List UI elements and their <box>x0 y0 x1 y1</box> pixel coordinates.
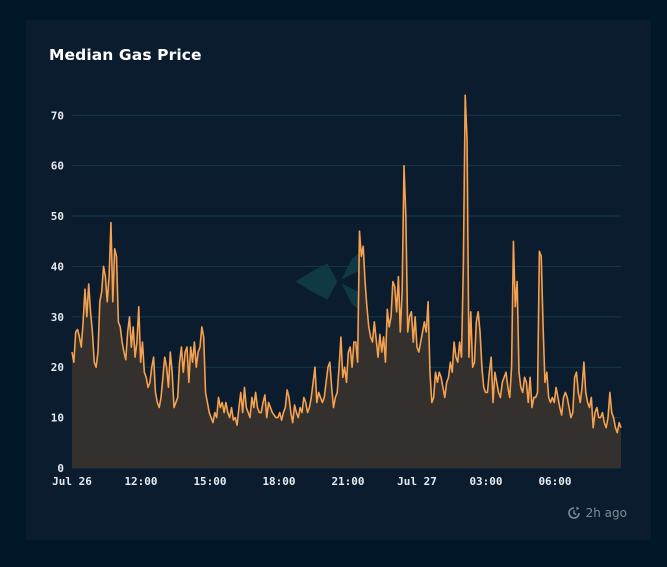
x-tick-label: 21:00 <box>331 475 364 488</box>
chart-title: Median Gas Price <box>49 46 202 64</box>
updated-text: 2h ago <box>585 506 627 520</box>
y-tick-label: 10 <box>51 412 64 425</box>
x-tick-label: Jul 27 <box>397 475 437 488</box>
y-tick-label: 30 <box>51 311 64 324</box>
last-updated: 2h ago <box>567 506 627 520</box>
y-tick-label: 0 <box>57 462 64 475</box>
y-tick-label: 60 <box>51 160 64 173</box>
series-area <box>72 95 621 469</box>
x-tick-label: 12:00 <box>124 475 157 488</box>
watermark-logo <box>295 249 364 314</box>
area-chart: 0 10 20 30 40 50 60 70 Jul 26 12:00 15:00 18:00 21:… <box>51 94 622 488</box>
x-tick-label: Jul 26 <box>52 475 92 488</box>
x-axis-ticks: Jul 26 12:00 15:00 18:00 21:00 Jul 27 03:00 06:… <box>52 475 571 488</box>
y-tick-label: 40 <box>51 260 64 273</box>
area-layer <box>71 94 622 469</box>
x-tick-label: 03:00 <box>469 475 502 488</box>
x-tick-label: 06:00 <box>538 475 571 488</box>
series-line <box>71 94 622 434</box>
y-tick-label: 50 <box>51 210 64 223</box>
chart-card: Median Gas Price 0 10 20 30 40 50 60 70 Jul 26 1… <box>26 20 651 540</box>
x-tick-label: 15:00 <box>193 475 226 488</box>
y-tick-label: 70 <box>51 109 64 122</box>
clock-refresh-icon <box>567 506 581 520</box>
x-tick-label: 18:00 <box>262 475 295 488</box>
y-tick-label: 20 <box>51 361 64 374</box>
y-axis-ticks: 0 10 20 30 40 50 60 70 <box>51 109 64 475</box>
